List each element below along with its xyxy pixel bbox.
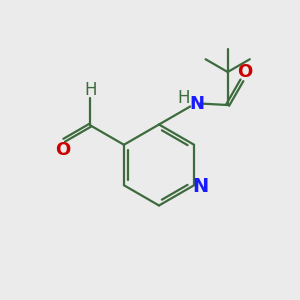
Text: N: N [189,94,204,112]
Text: H: H [84,81,96,99]
Text: N: N [193,177,209,196]
Text: O: O [237,63,252,81]
Text: O: O [55,141,70,159]
Text: H: H [177,89,190,107]
